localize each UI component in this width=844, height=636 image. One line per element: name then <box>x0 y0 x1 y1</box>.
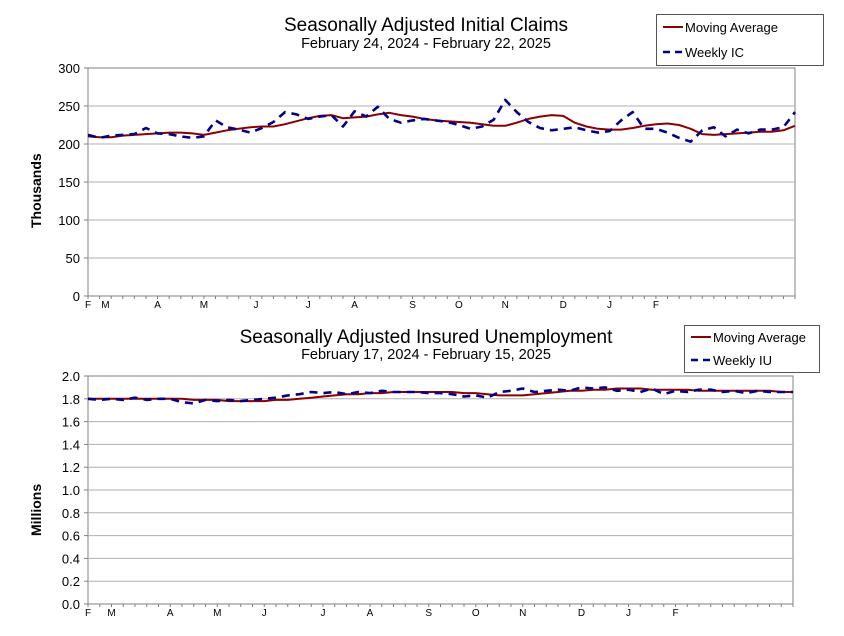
legend-item-weekly: Weekly IU <box>691 352 772 368</box>
legend-item-weekly: Weekly IC <box>663 44 744 60</box>
x-tick-label: F <box>85 608 91 619</box>
plot-area: 0.0 0.2 0.4 0.6 0.8 1.0 1.2 1.4 1.6 1.8 2.0 F M A M J J A… <box>62 369 794 619</box>
x-tick-label: J <box>321 608 326 619</box>
chart-subtitle: February 17, 2024 - February 15, 2025 <box>301 347 551 363</box>
y-tick-label: 0.4 <box>62 551 80 566</box>
x-tick-label: J <box>306 300 311 311</box>
y-tick-label: 300 <box>58 61 80 76</box>
x-tick-label: M <box>101 300 109 311</box>
series-line-weekly <box>87 386 793 405</box>
x-tick-label: S <box>409 300 416 311</box>
x-tick-label: N <box>502 300 509 311</box>
x-tick-label: J <box>626 608 631 619</box>
legend: Moving Average Weekly IC <box>656 14 824 66</box>
x-tick-label: M <box>107 608 115 619</box>
x-tick-label: A <box>351 300 358 311</box>
x-tick-label: J <box>262 608 267 619</box>
legend-label: Weekly IU <box>713 352 772 368</box>
x-tick-label: D <box>578 608 585 619</box>
y-tick-label: 1.8 <box>62 392 80 407</box>
y-tick-label: 200 <box>58 137 80 152</box>
y-tick-label: 1.6 <box>62 415 80 430</box>
x-tick-label: S <box>425 608 432 619</box>
x-tick-label: J <box>607 300 612 311</box>
legend: Moving Average Weekly IU <box>684 325 820 373</box>
legend-label: Moving Average <box>713 329 806 345</box>
y-tick-label: 50 <box>66 251 80 266</box>
legend-swatch-solid <box>691 336 711 338</box>
y-tick-label: 1.0 <box>62 483 80 498</box>
x-tick-label: O <box>455 300 463 311</box>
legend-item-moving-average: Moving Average <box>663 19 778 35</box>
x-tick-label: A <box>154 300 161 311</box>
x-tick-label: N <box>519 608 526 619</box>
y-tick-label: 150 <box>58 175 80 190</box>
y-tick-label: 0.6 <box>62 529 80 544</box>
legend-swatch-dashed <box>663 50 683 54</box>
x-tick-label: J <box>254 300 259 311</box>
y-tick-label: 250 <box>58 99 80 114</box>
insured-unemployment-chart: Seasonally Adjusted Insured Unemployment… <box>0 318 844 636</box>
chart-subtitle: February 24, 2024 - February 22, 2025 <box>301 36 551 52</box>
x-tick-label: F <box>672 608 678 619</box>
y-tick-label: 0 <box>73 289 80 304</box>
legend-swatch-dashed <box>691 358 711 362</box>
legend-label: Weekly IC <box>685 44 744 60</box>
x-tick-label: F <box>85 300 91 311</box>
x-tick-label: F <box>653 300 659 311</box>
y-tick-label: 1.4 <box>62 437 80 452</box>
x-tick-label: O <box>472 608 480 619</box>
y-tick-label: 100 <box>58 213 80 228</box>
legend-label: Moving Average <box>685 19 778 35</box>
legend-item-moving-average: Moving Average <box>691 329 806 345</box>
legend-swatch-solid <box>663 26 683 28</box>
x-tick-label: M <box>200 300 208 311</box>
y-tick-label: 0.8 <box>62 506 80 521</box>
x-tick-label: M <box>213 608 221 619</box>
initial-claims-chart: Seasonally Adjusted Initial Claims Febru… <box>0 0 844 312</box>
y-tick-label: 0.2 <box>62 574 80 589</box>
x-tick-label: A <box>367 608 374 619</box>
y-tick-label: 0.0 <box>62 597 80 612</box>
y-tick-label: 1.2 <box>62 460 80 475</box>
chart-title: Seasonally Adjusted Initial Claims <box>283 15 569 36</box>
x-tick-label: D <box>560 300 567 311</box>
series-line-weekly <box>87 98 797 143</box>
chart-title: Seasonally Adjusted Insured Unemployment <box>239 327 613 348</box>
x-tick-label: A <box>167 608 174 619</box>
y-tick-label: 2.0 <box>62 369 80 384</box>
